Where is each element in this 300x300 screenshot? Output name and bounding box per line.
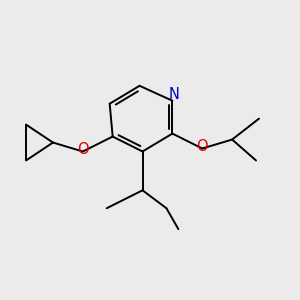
Text: O: O	[77, 142, 88, 157]
Text: O: O	[196, 139, 208, 154]
Text: N: N	[169, 87, 179, 102]
